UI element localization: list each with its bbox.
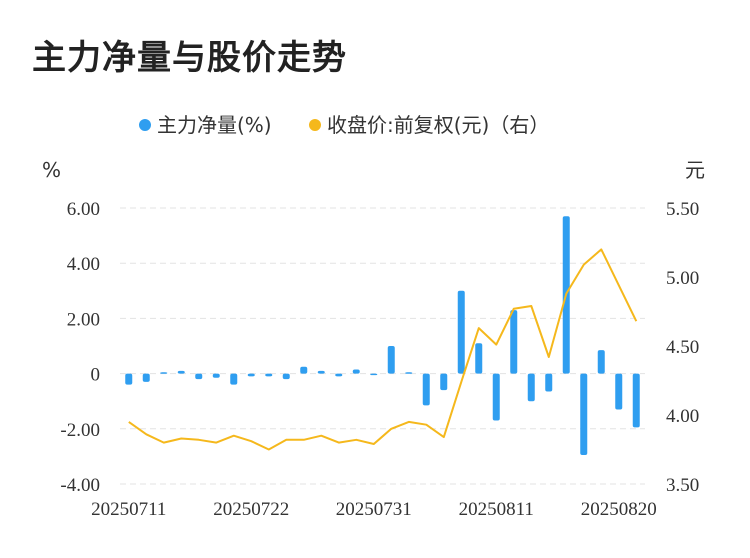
right-tick-label: 4.50	[666, 337, 699, 358]
right-tick-label: 5.50	[666, 199, 699, 220]
bar	[457, 290, 465, 374]
legend-line-label: 收盘价:前复权(元)（右）	[327, 113, 549, 137]
right-tick-label: 4.00	[666, 406, 699, 427]
bar	[440, 373, 448, 391]
left-tick-label: 6.00	[67, 199, 100, 220]
bar	[300, 366, 308, 374]
left-tick-label: -4.00	[60, 475, 100, 496]
bar	[370, 373, 378, 376]
bar	[142, 373, 150, 382]
bar	[580, 373, 588, 456]
bar	[527, 373, 535, 402]
legend: 主力净量(%) 收盘价:前复权(元)（右）	[139, 113, 549, 137]
bar	[475, 343, 483, 374]
legend-bar-marker	[139, 119, 151, 131]
bar	[247, 373, 255, 377]
bar	[282, 373, 290, 380]
bar	[615, 373, 623, 410]
x-tick-label: 20250722	[213, 499, 289, 520]
bar	[230, 373, 238, 385]
left-axis-ticks: 6.00 4.00 2.00 0 -2.00 -4.00	[60, 199, 100, 496]
bar	[335, 373, 343, 377]
page-title: 主力净量与股价走势	[32, 38, 347, 78]
close-price-line	[128, 248, 638, 451]
right-axis-ticks: 5.50 5.00 4.50 4.00 3.50	[666, 199, 699, 496]
bar	[195, 373, 203, 380]
x-tick-label: 20250711	[91, 499, 166, 520]
legend-line-marker	[309, 119, 321, 131]
right-axis-unit: 元	[685, 158, 705, 182]
left-tick-label: 4.00	[67, 254, 100, 275]
bar	[510, 310, 518, 374]
left-tick-label: -2.00	[60, 420, 100, 441]
bar	[422, 373, 430, 406]
legend-bar-label: 主力净量(%)	[157, 113, 272, 137]
left-tick-label: 2.00	[67, 309, 100, 330]
gridlines	[120, 207, 645, 485]
bar	[317, 370, 325, 374]
x-tick-label: 20250820	[581, 499, 657, 520]
left-axis-unit: %	[42, 158, 61, 182]
left-tick-label: 0	[91, 365, 101, 386]
bar	[352, 369, 360, 374]
bar	[212, 373, 220, 378]
bar	[177, 370, 185, 374]
bar	[545, 373, 553, 392]
right-tick-label: 5.00	[666, 268, 699, 289]
right-tick-label: 3.50	[666, 475, 699, 496]
x-axis-ticks: 20250711 20250722 20250731 20250811 20250820	[91, 499, 657, 520]
x-tick-label: 20250731	[336, 499, 412, 520]
bar-series	[125, 216, 640, 456]
bar	[405, 372, 413, 374]
x-tick-label: 20250811	[459, 499, 534, 520]
bar	[492, 373, 500, 421]
line-series	[128, 248, 638, 451]
bar	[265, 373, 273, 377]
bar	[125, 373, 133, 385]
bar	[160, 372, 168, 374]
bar	[387, 346, 395, 374]
bar	[597, 350, 605, 374]
bar	[632, 373, 640, 428]
